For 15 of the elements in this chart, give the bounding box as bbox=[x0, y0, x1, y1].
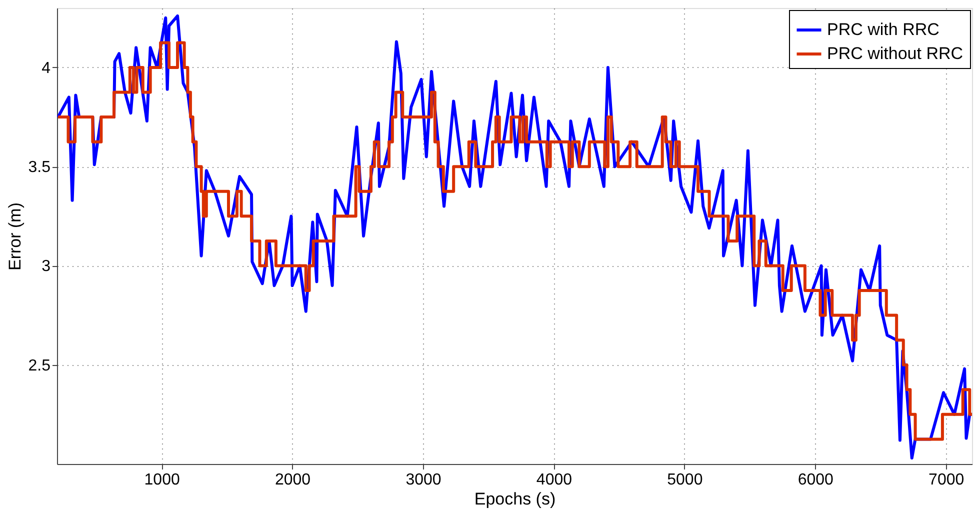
y-tick-label: 4 bbox=[42, 60, 51, 77]
y-axis-title: Error (m) bbox=[5, 202, 24, 270]
legend-label: PRC with RRC bbox=[827, 20, 940, 39]
legend-label: PRC without RRC bbox=[827, 44, 964, 63]
x-tick-label: 2000 bbox=[274, 472, 311, 488]
x-tick-label: 4000 bbox=[536, 472, 572, 488]
x-tick-label: 3000 bbox=[406, 472, 442, 488]
x-axis-title: Epochs (s) bbox=[474, 490, 556, 508]
y-tick-label: 3 bbox=[42, 258, 51, 276]
x-tick-label: 6000 bbox=[798, 472, 834, 488]
y-tick-label: 2.5 bbox=[28, 357, 51, 374]
y-tick-label: 3.5 bbox=[28, 159, 51, 176]
x-tick-label: 1000 bbox=[144, 472, 180, 488]
x-tick-label: 5000 bbox=[667, 472, 703, 488]
x-tick-label: 7000 bbox=[928, 472, 964, 488]
